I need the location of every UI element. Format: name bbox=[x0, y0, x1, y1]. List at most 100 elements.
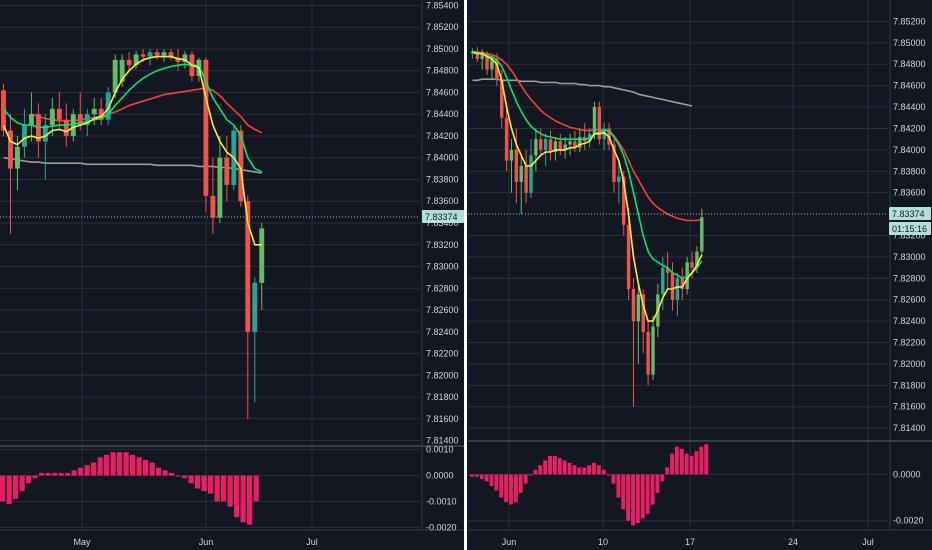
right-candle-body[interactable] bbox=[651, 326, 655, 375]
right-histogram-bar[interactable] bbox=[631, 474, 635, 526]
left-candle-body[interactable] bbox=[98, 108, 104, 120]
right-candle-body[interactable] bbox=[480, 53, 484, 59]
right-candle-body[interactable] bbox=[661, 267, 665, 295]
right-candle-body[interactable] bbox=[641, 294, 645, 332]
left-candle-body[interactable] bbox=[15, 146, 20, 169]
right-histogram-bar[interactable] bbox=[499, 474, 504, 498]
left-histogram-bar[interactable] bbox=[6, 475, 12, 505]
right-histogram-bar[interactable] bbox=[689, 455, 694, 475]
left-histogram-bar[interactable] bbox=[91, 462, 97, 476]
right-histogram-bar[interactable] bbox=[674, 446, 679, 475]
right-candle-body[interactable] bbox=[592, 107, 597, 134]
left-chart-panel[interactable]: 7.85400 7.85200 7.85000 7.84800 7.84600 7.844… bbox=[0, 0, 464, 547]
right-histogram-bar[interactable] bbox=[548, 455, 552, 475]
right-histogram-bar[interactable] bbox=[684, 453, 689, 475]
right-candle-body[interactable] bbox=[534, 139, 538, 156]
left-candle-body[interactable] bbox=[91, 108, 97, 115]
right-candle-body[interactable] bbox=[665, 267, 670, 273]
right-histogram-bar[interactable] bbox=[626, 474, 631, 521]
left-histogram-bar[interactable] bbox=[130, 454, 136, 476]
left-candle-body[interactable] bbox=[140, 54, 146, 57]
left-candle-body[interactable] bbox=[112, 59, 118, 93]
left-candle-body[interactable] bbox=[133, 54, 139, 66]
left-histogram-bar[interactable] bbox=[253, 475, 259, 502]
right-histogram-bar[interactable] bbox=[470, 474, 474, 477]
right-candle-body[interactable] bbox=[695, 251, 699, 268]
right-candle-body[interactable] bbox=[700, 217, 704, 252]
right-histogram-bar[interactable] bbox=[494, 474, 499, 491]
right-histogram-bar[interactable] bbox=[621, 474, 626, 510]
left-histogram-bar[interactable] bbox=[58, 472, 64, 476]
left-candle-body[interactable] bbox=[210, 195, 216, 218]
left-histogram-bar[interactable] bbox=[19, 475, 25, 492]
left-histogram-bar[interactable] bbox=[201, 475, 207, 492]
left-candle-body[interactable] bbox=[203, 59, 209, 196]
left-candle-body[interactable] bbox=[49, 108, 55, 126]
left-candle-body[interactable] bbox=[42, 125, 48, 142]
right-histogram-bar[interactable] bbox=[538, 465, 543, 475]
right-candle-body[interactable] bbox=[636, 294, 641, 322]
left-histogram-bar[interactable] bbox=[123, 452, 129, 476]
right-candle-body[interactable] bbox=[495, 58, 499, 81]
right-candle-body[interactable] bbox=[519, 165, 523, 182]
right-histogram-bar[interactable] bbox=[577, 467, 582, 475]
left-histogram-bar[interactable] bbox=[175, 475, 181, 477]
right-candle-body[interactable] bbox=[578, 137, 582, 148]
right-candle-body[interactable] bbox=[646, 331, 650, 375]
left-histogram-bar[interactable] bbox=[110, 452, 116, 476]
left-histogram-bar[interactable] bbox=[84, 465, 90, 476]
right-histogram-bar[interactable] bbox=[596, 465, 601, 475]
right-histogram-bar[interactable] bbox=[611, 474, 616, 484]
right-candle-body[interactable] bbox=[573, 141, 577, 148]
left-histogram-bar[interactable] bbox=[97, 457, 103, 476]
right-histogram-bar[interactable] bbox=[523, 474, 528, 484]
left-histogram-bar[interactable] bbox=[71, 470, 77, 476]
right-histogram-bar[interactable] bbox=[665, 467, 670, 475]
right-histogram-bar[interactable] bbox=[543, 460, 548, 475]
left-histogram-bar[interactable] bbox=[52, 472, 58, 476]
right-histogram-bar[interactable] bbox=[572, 465, 577, 475]
right-histogram-bar[interactable] bbox=[601, 469, 606, 475]
right-candle-body[interactable] bbox=[612, 144, 616, 182]
right-histogram-bar[interactable] bbox=[533, 469, 538, 475]
right-candle-body[interactable] bbox=[548, 139, 553, 152]
right-histogram-bar[interactable] bbox=[660, 474, 665, 482]
right-histogram-bar[interactable] bbox=[567, 462, 572, 475]
right-candle-body[interactable] bbox=[539, 139, 543, 150]
right-histogram-bar[interactable] bbox=[582, 467, 587, 475]
left-histogram-bar[interactable] bbox=[195, 475, 201, 489]
left-candle-body[interactable] bbox=[252, 282, 258, 332]
left-candle-body[interactable] bbox=[224, 157, 230, 185]
right-candle-body[interactable] bbox=[670, 272, 675, 300]
right-candle-body[interactable] bbox=[631, 289, 636, 322]
left-histogram-bar[interactable] bbox=[0, 475, 6, 502]
right-histogram-bar[interactable] bbox=[650, 474, 655, 505]
left-histogram-bar[interactable] bbox=[143, 459, 149, 476]
right-candle-body[interactable] bbox=[500, 80, 504, 118]
left-histogram-bar[interactable] bbox=[214, 475, 220, 502]
left-candle-body[interactable] bbox=[1, 90, 6, 131]
right-candle-body[interactable] bbox=[568, 141, 572, 145]
left-histogram-bar[interactable] bbox=[117, 452, 123, 476]
right-histogram-bar[interactable] bbox=[679, 448, 684, 475]
left-candle-body[interactable] bbox=[245, 201, 251, 332]
right-histogram-bar[interactable] bbox=[592, 462, 596, 475]
right-candle-body[interactable] bbox=[597, 107, 602, 140]
right-histogram-bar[interactable] bbox=[504, 474, 509, 503]
right-histogram-bar[interactable] bbox=[552, 455, 557, 475]
right-candle-body[interactable] bbox=[553, 141, 558, 152]
left-histogram-bar[interactable] bbox=[182, 475, 188, 479]
right-candle-body[interactable] bbox=[509, 149, 514, 161]
right-histogram-bar[interactable] bbox=[484, 474, 489, 482]
left-histogram-bar[interactable] bbox=[156, 467, 162, 476]
left-candle-body[interactable] bbox=[84, 114, 90, 126]
right-histogram-bar[interactable] bbox=[528, 474, 533, 476]
left-candle-body[interactable] bbox=[168, 52, 174, 58]
left-candle-body[interactable] bbox=[119, 59, 125, 82]
right-candle-body[interactable] bbox=[680, 278, 684, 290]
left-histogram-bar[interactable] bbox=[162, 470, 168, 476]
left-histogram-bar[interactable] bbox=[32, 475, 38, 479]
right-histogram-bar[interactable] bbox=[704, 444, 709, 475]
right-candle-body[interactable] bbox=[558, 141, 562, 150]
right-histogram-bar[interactable] bbox=[645, 474, 650, 514]
